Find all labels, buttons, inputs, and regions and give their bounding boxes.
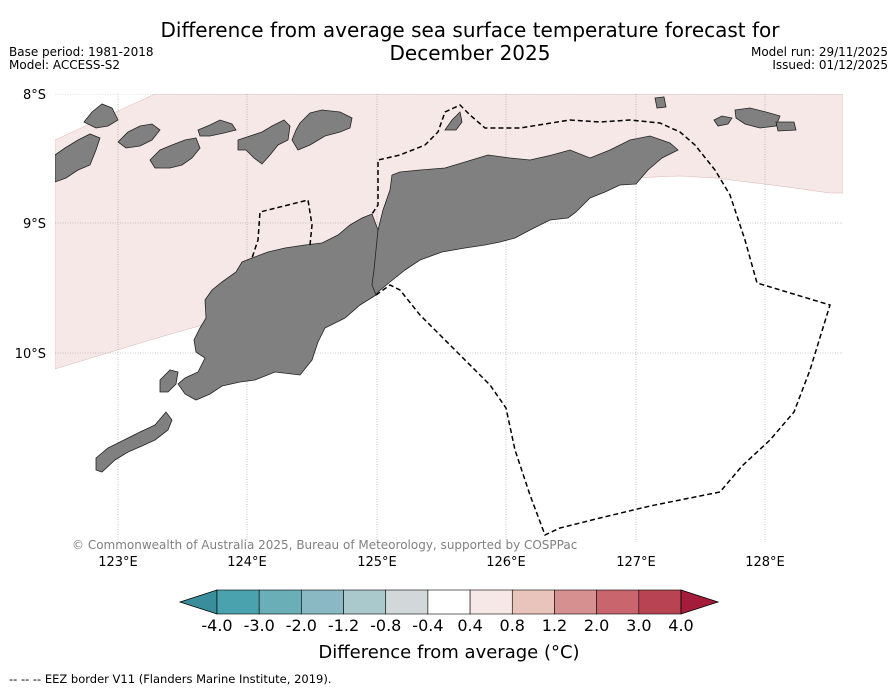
- colorbar-tick-label: -0.4: [412, 616, 443, 635]
- timor-island: [177, 135, 679, 401]
- colorbar-segment: [258, 589, 302, 615]
- title-line-2: December 2025: [389, 41, 551, 65]
- colorbar-tick-label: 2.0: [584, 616, 609, 635]
- graticule: [55, 94, 843, 542]
- lon-label: 125°E: [357, 555, 397, 570]
- wetar-island: [291, 109, 353, 151]
- alor-island: [237, 119, 291, 165]
- small-island-east-b: [713, 115, 733, 127]
- eez-legend-note: -- -- -- EEZ border V11 (Flanders Marine…: [9, 672, 332, 686]
- colorbar-segment: [343, 589, 387, 615]
- meta-left: Base period: 1981-2018 Model: ACCESS-S2: [9, 46, 154, 72]
- small-island-north-b: [654, 96, 667, 109]
- lon-label: 124°E: [227, 555, 267, 570]
- lat-label: 8°S: [23, 88, 46, 103]
- eez-border: [251, 104, 831, 537]
- title-line-1: Difference from average sea surface temp…: [160, 18, 780, 42]
- land: [55, 96, 797, 473]
- lat-label: 9°S: [23, 217, 46, 232]
- colorbar-tick-label: 3.0: [626, 616, 651, 635]
- colorbar-segment: [511, 589, 555, 615]
- lon-label: 126°E: [486, 555, 526, 570]
- colorbar-segment: [554, 589, 597, 615]
- semau-island: [159, 369, 179, 393]
- lat-label: 10°S: [15, 347, 46, 362]
- colorbar-segment: [638, 589, 682, 615]
- roti-island: [95, 411, 173, 473]
- pantar-island: [197, 119, 237, 137]
- solor-island: [117, 123, 161, 149]
- base-period: Base period: 1981-2018: [9, 45, 154, 59]
- colorbar-segment: [216, 589, 260, 615]
- model-name: Model: ACCESS-S2: [9, 58, 121, 72]
- flores-island: [55, 133, 101, 183]
- longitude-labels: 123°E 124°E 125°E 126°E 127°E 128°E: [98, 555, 785, 570]
- colorbar-extend-high: [680, 589, 720, 615]
- colorbar-tick-label: 4.0: [668, 616, 693, 635]
- colorbar-tick-label: -3.0: [244, 616, 275, 635]
- colorbar-tick-label: -2.0: [286, 616, 317, 635]
- small-island-north-a: [444, 111, 463, 131]
- adonara-island: [83, 103, 119, 129]
- colorbar-segment: [427, 589, 471, 615]
- colorbar-segment: [385, 589, 429, 615]
- meta-right: Model run: 29/11/2025 Issued: 01/12/2025: [751, 46, 888, 72]
- colorbar-tick-label: 0.8: [500, 616, 525, 635]
- map-area: [55, 94, 843, 542]
- lon-label: 128°E: [745, 555, 785, 570]
- issued-date: Issued: 01/12/2025: [772, 58, 888, 72]
- colorbar-tick-label: -4.0: [201, 616, 232, 635]
- small-island-east-a: [734, 107, 781, 129]
- lon-label: 127°E: [616, 555, 656, 570]
- colorbar-segment: [301, 589, 344, 615]
- colorbar-segment: [469, 589, 513, 615]
- colorbar-title: Difference from average (°C): [318, 642, 580, 663]
- copyright-text: © Commonwealth of Australia 2025, Bureau…: [72, 538, 577, 552]
- latitude-labels: 8°S 9°S 10°S: [15, 88, 46, 362]
- small-island-east-c: [775, 121, 797, 132]
- colorbar-tick-label: 1.2: [542, 616, 567, 635]
- lon-label: 123°E: [98, 555, 138, 570]
- colorbar-segment: [596, 589, 640, 615]
- colorbar-tick-label: -0.8: [370, 616, 401, 635]
- lembata-island: [149, 137, 201, 169]
- colorbar-tick-label: -1.2: [328, 616, 359, 635]
- colorbar: -4.0 -3.0 -2.0 -1.2 -0.8 -0.4 0.4 0.8 1.2 2.0 3.0 4…: [178, 589, 720, 635]
- chart-title: Difference from average sea surface temp…: [100, 19, 840, 65]
- model-run: Model run: 29/11/2025: [750, 45, 888, 59]
- colorbar-extend-low: [178, 589, 218, 615]
- colorbar-tick-label: 0.4: [457, 616, 482, 635]
